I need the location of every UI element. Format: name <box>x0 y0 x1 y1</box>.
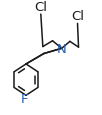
Text: Cl: Cl <box>71 10 84 23</box>
Text: Cl: Cl <box>34 1 47 14</box>
Text: F: F <box>21 92 29 105</box>
Text: N: N <box>57 42 67 55</box>
